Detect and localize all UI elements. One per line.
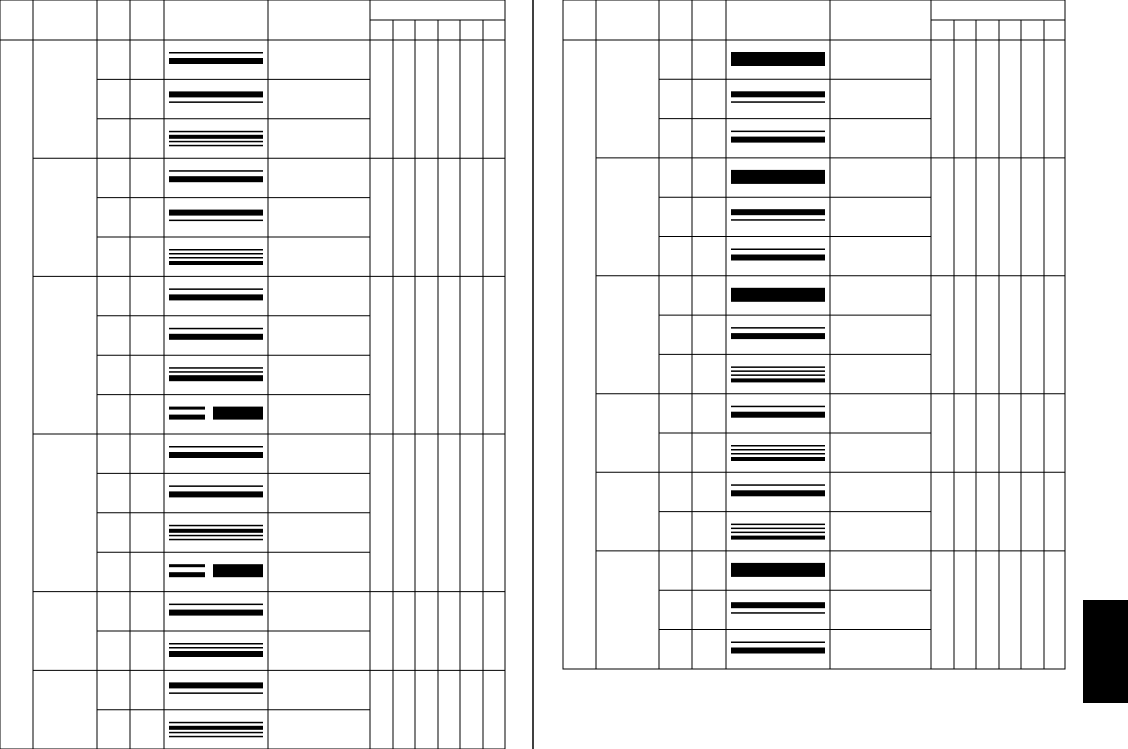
icon-bar bbox=[169, 253, 263, 255]
icon-bar bbox=[169, 647, 263, 649]
icon-bar bbox=[169, 725, 263, 730]
icon-bar bbox=[169, 528, 263, 533]
icon-bar bbox=[731, 445, 825, 447]
icon-bar bbox=[169, 170, 263, 172]
table-frame bbox=[0, 0, 506, 749]
icon-bar bbox=[731, 523, 825, 526]
icon-bar bbox=[169, 446, 263, 448]
icon-bar bbox=[169, 375, 263, 382]
icon-bar bbox=[731, 52, 825, 66]
icon-bar bbox=[169, 371, 263, 373]
icon-bar bbox=[169, 130, 263, 133]
icon-bar bbox=[731, 169, 825, 184]
icon-bar bbox=[731, 453, 825, 455]
icon-bar bbox=[169, 327, 263, 330]
icon-bar bbox=[731, 405, 825, 408]
icon-bar bbox=[731, 484, 825, 486]
icon-bar bbox=[169, 735, 263, 738]
icon-bar bbox=[213, 406, 263, 420]
icon-bar bbox=[731, 490, 825, 497]
icon-bar bbox=[169, 572, 205, 578]
icon-bar bbox=[731, 374, 825, 376]
icon-bar bbox=[731, 647, 825, 654]
icon-bar bbox=[169, 288, 263, 290]
icon-bar bbox=[731, 248, 825, 250]
icon-bar bbox=[169, 176, 263, 183]
icon-bar bbox=[169, 91, 263, 98]
icon-bar bbox=[169, 721, 263, 724]
icon-bar bbox=[731, 136, 825, 143]
icon-bar bbox=[169, 651, 263, 657]
icon-bar bbox=[169, 333, 263, 340]
icon-bar bbox=[169, 682, 263, 689]
icon-bar bbox=[169, 261, 263, 265]
icon-bar bbox=[731, 531, 825, 534]
icon-bar bbox=[169, 609, 263, 616]
icon-bar bbox=[731, 535, 825, 540]
icon-bar bbox=[731, 411, 825, 418]
icon-bar bbox=[169, 603, 263, 606]
icon-bar bbox=[731, 612, 825, 614]
icon-bar bbox=[169, 534, 263, 537]
icon-bar bbox=[169, 294, 263, 301]
icon-bar bbox=[169, 58, 263, 64]
icon-bar bbox=[169, 452, 263, 458]
icon-bar bbox=[731, 254, 825, 261]
icon-bar bbox=[169, 257, 263, 259]
icon-bar bbox=[731, 287, 825, 302]
icon-bar bbox=[731, 602, 825, 609]
table-frame bbox=[562, 0, 1066, 670]
section-tab bbox=[1083, 600, 1128, 703]
icon-bar bbox=[169, 219, 263, 222]
icon-bar bbox=[169, 414, 205, 420]
icon-bar bbox=[169, 367, 263, 369]
icon-bar bbox=[213, 564, 263, 578]
icon-bar bbox=[169, 538, 263, 541]
icon-bar bbox=[731, 641, 825, 643]
icon-bar bbox=[169, 134, 263, 139]
icon-bar bbox=[731, 457, 825, 461]
icon-bar bbox=[731, 219, 825, 221]
icon-bar bbox=[169, 144, 263, 147]
icon-bar bbox=[169, 564, 205, 568]
icon-bar bbox=[731, 333, 825, 340]
icon-bar bbox=[731, 370, 825, 372]
icon-bar bbox=[731, 130, 825, 133]
icon-bar bbox=[731, 209, 825, 216]
icon-bar bbox=[731, 327, 825, 329]
icon-bar bbox=[731, 91, 825, 98]
icon-bar bbox=[169, 249, 263, 251]
icon-bar bbox=[169, 140, 263, 143]
icon-bar bbox=[731, 101, 825, 103]
icon-bar bbox=[169, 485, 263, 487]
icon-bar bbox=[169, 643, 263, 645]
icon-bar bbox=[169, 406, 205, 410]
icon-bar bbox=[731, 366, 825, 368]
icon-bar bbox=[731, 378, 825, 383]
icon-bar bbox=[169, 692, 263, 694]
icon-bar bbox=[731, 449, 825, 451]
icon-bar bbox=[169, 524, 263, 527]
icon-bar bbox=[169, 491, 263, 498]
icon-bar bbox=[169, 731, 263, 734]
icon-bar bbox=[169, 209, 263, 216]
icon-bar bbox=[169, 101, 263, 103]
icon-bar bbox=[731, 562, 825, 577]
icon-bar bbox=[731, 527, 825, 530]
icon-bar bbox=[169, 52, 263, 54]
